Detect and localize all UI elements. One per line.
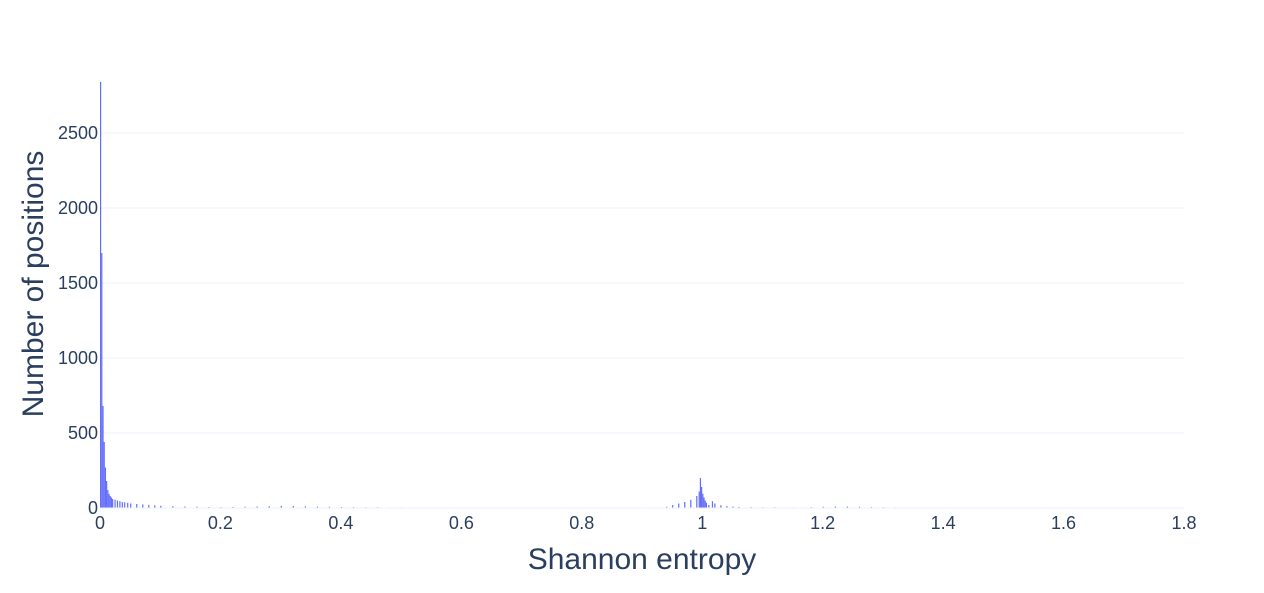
histogram-bar: [690, 500, 691, 508]
histogram-bar: [112, 499, 113, 508]
x-tick-label: 1.6: [1051, 513, 1076, 533]
histogram-bar: [107, 490, 108, 508]
histogram-bar: [696, 496, 697, 508]
x-tick-label: 0.4: [328, 513, 353, 533]
histogram-bar: [122, 502, 123, 508]
histogram-bar: [104, 442, 105, 508]
histogram-bar: [100, 82, 101, 508]
y-tick-label: 2500: [58, 123, 98, 143]
histogram-bar: [714, 504, 715, 509]
y-tick-label: 1500: [58, 273, 98, 293]
histogram-bar: [119, 501, 120, 508]
histogram-bar: [117, 501, 118, 509]
histogram-bar: [678, 504, 679, 509]
histogram-bar: [110, 496, 111, 508]
histogram-bar: [142, 504, 143, 508]
histogram-bar: [136, 504, 137, 508]
x-tick-label: 1.2: [810, 513, 835, 533]
x-tick-label: 0.8: [569, 513, 594, 533]
histogram-bar: [114, 500, 115, 508]
histogram-bar: [701, 487, 702, 508]
histogram-bar: [705, 501, 706, 509]
x-axis-title: Shannon entropy: [528, 543, 757, 576]
histogram-bar: [684, 502, 685, 508]
y-tick-label: 2000: [58, 198, 98, 218]
histogram-bar: [106, 481, 107, 508]
histogram-bar: [703, 498, 704, 509]
x-tick-label: 0.6: [449, 513, 474, 533]
x-tick-label: 1: [697, 513, 707, 533]
histogram-bar: [130, 504, 131, 509]
x-tick-label: 1.4: [931, 513, 956, 533]
x-tick-label: 1.8: [1171, 513, 1196, 533]
histogram-bar: [706, 503, 707, 508]
y-tick-label: 500: [68, 423, 98, 443]
histogram-bar: [127, 503, 128, 508]
histogram-bar: [700, 478, 701, 508]
histogram-bar: [105, 468, 106, 509]
histogram-bar: [699, 492, 700, 509]
y-tick-labels: 0 500 1000 1500 2000 2500: [58, 123, 98, 518]
x-tick-label: 0.2: [208, 513, 233, 533]
grid-lines: [100, 133, 1184, 433]
histogram-bars: [100, 82, 1155, 508]
histogram-bar: [108, 494, 109, 508]
histogram-bar: [101, 253, 102, 508]
histogram-bar: [702, 494, 703, 508]
histogram-bar: [712, 501, 713, 508]
histogram-bar: [111, 498, 112, 509]
y-axis-title: Number of positions: [17, 151, 50, 418]
histogram-bar: [124, 502, 125, 508]
histogram-bar: [102, 406, 103, 508]
y-tick-label: 1000: [58, 348, 98, 368]
y-tick-label: 0: [88, 498, 98, 518]
